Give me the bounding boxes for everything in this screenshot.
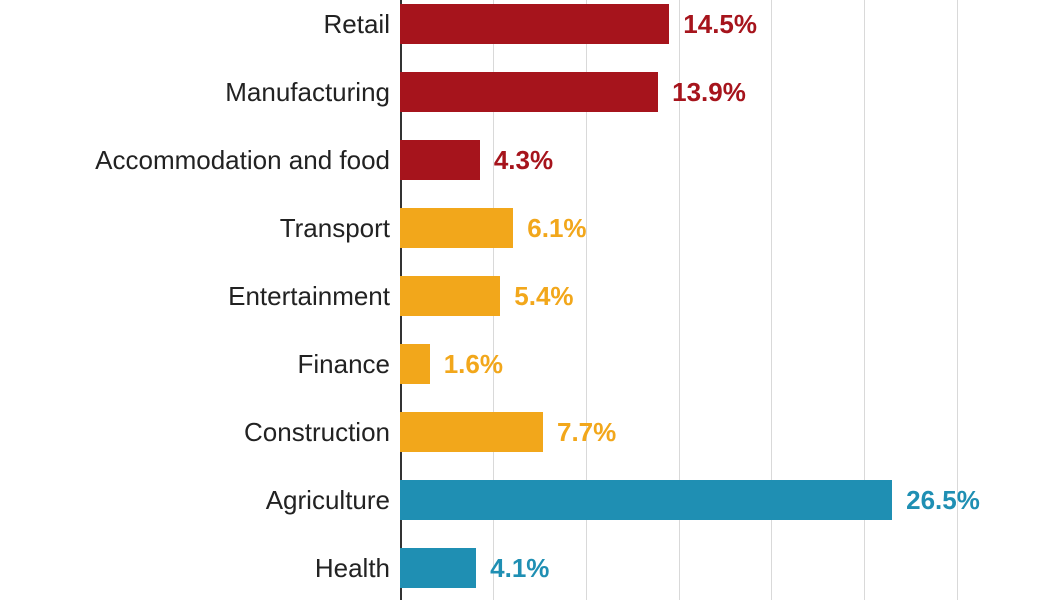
category-label: Health [315, 544, 390, 592]
bar-value-label: 6.1% [527, 204, 586, 252]
bar-row: 4.1% [400, 544, 1050, 592]
bar-row: 7.7% [400, 408, 1050, 456]
bar [400, 72, 658, 112]
bar [400, 480, 892, 520]
bar [400, 4, 669, 44]
category-label: Retail [324, 0, 390, 48]
bar-row: 26.5% [400, 476, 1050, 524]
bar-row: 6.1% [400, 204, 1050, 252]
bar-row: 13.9% [400, 68, 1050, 116]
bar-row: 1.6% [400, 340, 1050, 388]
bar-chart: 14.5%13.9%4.3%6.1%5.4%1.6%7.7%26.5%4.1% … [0, 0, 1050, 600]
bar-row: 14.5% [400, 0, 1050, 48]
category-label: Transport [280, 204, 390, 252]
bar-value-label: 14.5% [683, 0, 757, 48]
bar [400, 140, 480, 180]
bar [400, 208, 513, 248]
category-label: Accommodation and food [95, 136, 390, 184]
bar-value-label: 4.1% [490, 544, 549, 592]
bar [400, 412, 543, 452]
bar-value-label: 26.5% [906, 476, 980, 524]
bar-value-label: 7.7% [557, 408, 616, 456]
plot-area: 14.5% 13.9% 4.3% 6.1% 5.4%1.6% 7.7% 26.5% 4.1% [400, 0, 1050, 600]
category-label: Entertainment [228, 272, 390, 320]
bar-value-label: 5.4% [514, 272, 573, 320]
bar-row: 5.4% [400, 272, 1050, 320]
category-label: Construction [244, 408, 390, 456]
bar [400, 344, 430, 384]
bar-value-label: 4.3% [494, 136, 553, 184]
bar [400, 548, 476, 588]
category-label: Agriculture [266, 476, 390, 524]
bar [400, 276, 500, 316]
category-label: Finance [298, 340, 391, 388]
category-label: Manufacturing [225, 68, 390, 116]
bar-value-label: 13.9% [672, 68, 746, 116]
bar-row: 4.3% [400, 136, 1050, 184]
bar-value-label: 1.6% [444, 340, 503, 388]
